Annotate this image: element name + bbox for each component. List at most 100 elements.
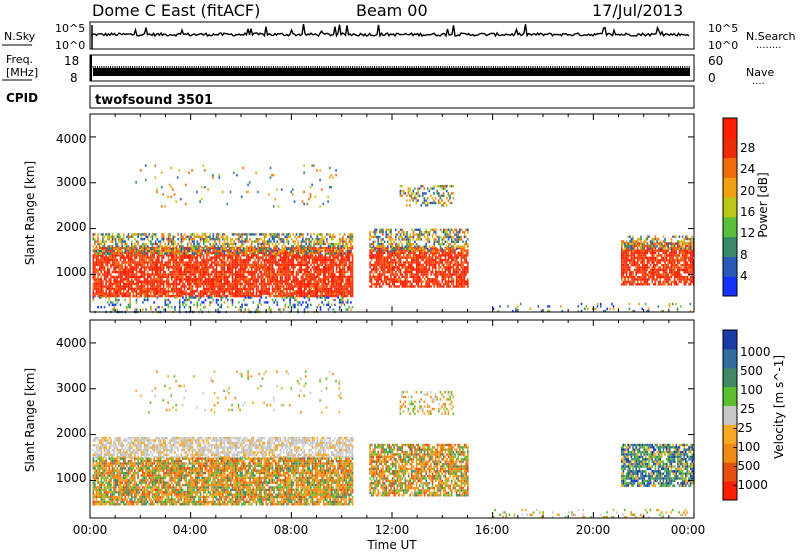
power-cell (186, 261, 189, 264)
power-cell (183, 261, 186, 264)
sky-right-tick-bottom: 10^0 (708, 39, 738, 52)
power-cell (391, 249, 394, 252)
power-cell (266, 247, 269, 250)
power-cell (310, 275, 312, 279)
power-cell (382, 268, 384, 271)
power-cell (334, 242, 336, 246)
power-cell (327, 268, 330, 271)
power-cell (97, 263, 99, 267)
power-cell (153, 290, 155, 293)
power-cell (257, 240, 259, 243)
power-cell (113, 287, 115, 291)
power-cell (268, 250, 271, 253)
power-cell (150, 294, 152, 298)
power-cell (412, 261, 415, 264)
power-cell (303, 270, 306, 274)
power-cell (295, 275, 298, 279)
power-cell (403, 256, 405, 259)
power-cell (318, 270, 320, 274)
power-cell (215, 261, 218, 264)
power-cell (399, 256, 402, 259)
power-cell (273, 294, 275, 298)
power-cell (313, 275, 315, 279)
power-cell (287, 242, 290, 246)
power-cell (217, 280, 219, 283)
power-cell (302, 285, 304, 288)
power-cell (182, 250, 184, 253)
power-cell (146, 296, 149, 299)
power-cell (326, 258, 328, 262)
power-cell (177, 249, 179, 252)
power-cell (92, 254, 95, 257)
power-cell (135, 280, 138, 283)
power-cell (332, 233, 335, 236)
power-cell (193, 290, 195, 293)
power-cell (420, 254, 423, 257)
power-cell (332, 238, 335, 241)
power-cell (100, 296, 103, 299)
power-cell (190, 258, 192, 262)
power-cell (186, 254, 189, 257)
power-cell (435, 246, 437, 250)
power-cell (330, 245, 333, 248)
power-cell (258, 282, 261, 286)
power-cell (375, 251, 378, 255)
power-cell (282, 308, 285, 311)
power-cell (340, 238, 343, 241)
power-cell (326, 294, 328, 298)
power-cell (129, 235, 131, 238)
power-cell (279, 251, 282, 255)
power-cell (337, 275, 339, 279)
power-cell (153, 287, 155, 291)
power-cell (193, 245, 195, 248)
power-cell (310, 280, 312, 283)
power-cell (225, 287, 227, 291)
power-cell (260, 275, 263, 279)
power-cell (212, 235, 215, 238)
power-cell (223, 282, 226, 286)
power-cell (111, 235, 114, 238)
power-cell (286, 268, 288, 271)
power-cell (217, 298, 219, 302)
power-cell (350, 275, 352, 279)
power-cell (422, 263, 424, 267)
power-cell (346, 270, 349, 274)
power-cell (111, 301, 114, 304)
power-cell (130, 285, 133, 288)
power-cell (230, 263, 232, 267)
power-cell (343, 273, 346, 276)
power-cell (182, 273, 184, 276)
power-cell (238, 235, 240, 238)
power-cell (292, 266, 295, 269)
power-cell (246, 258, 248, 262)
power-cell (108, 252, 111, 255)
power-cell (433, 280, 435, 283)
power-cell (151, 250, 154, 253)
power-cell (289, 263, 291, 267)
power-cell (214, 292, 216, 295)
power-cell (244, 303, 247, 306)
power-cell (185, 280, 187, 283)
power-cell (100, 270, 103, 274)
power-cell (151, 233, 154, 236)
power-cell (332, 242, 335, 246)
power-cell (322, 270, 325, 274)
power-cell (180, 254, 183, 257)
power-cell (281, 247, 283, 250)
power-cell (255, 256, 258, 259)
power-cell (247, 280, 250, 283)
power-cell (218, 254, 221, 257)
sky-left-label: N.Sky (4, 30, 36, 43)
power-cell (329, 235, 331, 238)
power-cell (220, 278, 223, 281)
power-cell (138, 280, 141, 283)
power-cell (398, 251, 400, 255)
power-cell (297, 261, 299, 264)
power-cell (343, 256, 346, 259)
power-cell (300, 287, 303, 291)
power-cell (210, 273, 213, 276)
power-cell (150, 290, 152, 293)
power-cell (196, 252, 199, 255)
power-cell (121, 252, 123, 255)
power-cell (209, 296, 211, 299)
